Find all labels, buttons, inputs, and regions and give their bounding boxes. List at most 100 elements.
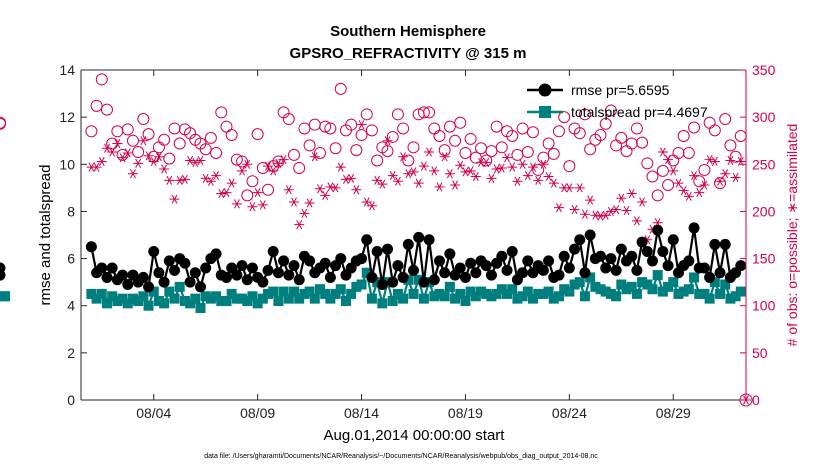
totalspread-point — [133, 296, 144, 306]
obs-possible-point — [334, 82, 347, 95]
totalspread-point — [231, 293, 242, 304]
obs-assimilated-point — [450, 180, 461, 190]
obs-possible-point — [210, 146, 223, 159]
obs-assimilated-point — [418, 161, 429, 171]
totalspread-point — [585, 272, 596, 283]
obs-assimilated-point — [455, 160, 466, 170]
rmse-point — [324, 271, 336, 283]
obs-assimilated-point — [673, 178, 684, 188]
obs-assimilated-point — [538, 159, 549, 169]
obs-assimilated-point — [112, 138, 123, 149]
obs-assimilated-point — [408, 167, 419, 177]
obs-assimilated-point — [268, 166, 279, 176]
totalspread-point — [715, 288, 726, 299]
series-layer — [0, 73, 753, 407]
obs-possible-point — [714, 177, 727, 190]
rmse-point — [122, 279, 134, 290]
obs-assimilated-point — [725, 155, 736, 166]
rmse-point — [137, 271, 149, 283]
obs-assimilated-point — [585, 195, 596, 205]
y2-tick-label: 100 — [752, 298, 776, 314]
obs-possible-point — [594, 129, 607, 142]
y-tick-label: 12 — [59, 109, 75, 125]
obs-assimilated-point — [289, 197, 300, 207]
obs-assimilated-point — [283, 185, 294, 195]
obs-assimilated-point — [366, 201, 377, 211]
rmse-point — [605, 253, 617, 265]
rmse-point — [85, 241, 97, 253]
y2-tick-label: 200 — [752, 203, 776, 219]
obs-assimilated-point — [564, 183, 575, 193]
rmse-point — [96, 262, 108, 274]
totalspread-point — [200, 291, 211, 302]
rmse-point — [735, 260, 747, 272]
obs-possible-point — [423, 106, 436, 119]
obs-assimilated-point — [356, 120, 367, 130]
rmse-point — [231, 269, 243, 281]
y2-tick-label: 250 — [752, 156, 776, 172]
totalspread-point — [377, 298, 388, 309]
obs-assimilated-point — [211, 171, 222, 181]
obs-assimilated-point — [424, 147, 435, 157]
totalspread-point — [538, 288, 549, 299]
totalspread-point — [553, 291, 564, 302]
totalspread-point — [704, 293, 715, 304]
obs-possible-point — [506, 130, 519, 142]
obs-possible-point — [438, 144, 451, 157]
obs-possible-point — [262, 183, 275, 196]
rmse-point — [662, 260, 674, 272]
rmse-point — [574, 234, 586, 246]
obs-assimilated-point — [325, 182, 336, 192]
rmse-point — [241, 274, 253, 286]
obs-possible-point — [116, 148, 129, 161]
obs-possible-point — [662, 179, 675, 192]
rmse-point — [636, 236, 648, 248]
legend-totalspread-label: totalspread pr=4.4697 — [571, 104, 708, 120]
obs-possible-point — [542, 137, 555, 150]
obs-possible-point — [646, 170, 659, 183]
rmse-point — [397, 271, 409, 283]
rmse-point — [262, 264, 274, 276]
obs-possible-point — [443, 120, 456, 133]
y2-tick-label: 0 — [752, 392, 760, 408]
obs-assimilated-point — [174, 175, 185, 185]
totalspread-point — [289, 286, 300, 297]
obs-assimilated-point — [527, 162, 538, 172]
obs-assimilated-point — [169, 194, 180, 204]
totalspread-point — [600, 286, 611, 297]
obs-possible-point — [641, 157, 654, 170]
obs-assimilated-point — [522, 171, 533, 181]
totalspread-point — [273, 296, 284, 306]
chart-title: Southern Hemisphere — [330, 23, 486, 40]
totalspread-point — [647, 284, 658, 295]
obs-possible-point — [688, 121, 701, 134]
obs-possible-point — [381, 145, 394, 158]
totalspread-point — [309, 293, 320, 304]
obs-possible-point — [329, 142, 342, 155]
totalspread-point — [637, 277, 648, 288]
legend-rmse-marker — [538, 83, 552, 97]
rmse-point — [169, 264, 181, 276]
series-obs-possible — [0, 73, 747, 202]
series-totalspread — [0, 267, 746, 314]
rmse-point — [210, 248, 222, 260]
obs-possible-point — [573, 127, 586, 140]
totalspread-point — [221, 296, 232, 306]
rmse-point — [579, 267, 591, 279]
obs-assimilated-point — [574, 183, 585, 193]
rmse-point — [246, 262, 258, 274]
rmse-point — [267, 246, 279, 257]
obs-assimilated-point — [299, 208, 310, 218]
rmse-point — [371, 246, 383, 257]
rmse-point — [657, 246, 669, 257]
obs-possible-point — [386, 130, 399, 143]
totalspread-point — [278, 286, 289, 297]
obs-possible-point — [558, 111, 571, 124]
data-file-footnote: data file: /Users/gharamti/Documents/NCA… — [204, 453, 598, 460]
obs-assimilated-point — [195, 155, 206, 166]
totalspread-point — [486, 291, 497, 302]
obs-possible-point — [90, 99, 103, 112]
rmse-point — [220, 271, 232, 283]
obs-assimilated-point — [153, 152, 164, 162]
totalspread-point — [527, 293, 538, 304]
